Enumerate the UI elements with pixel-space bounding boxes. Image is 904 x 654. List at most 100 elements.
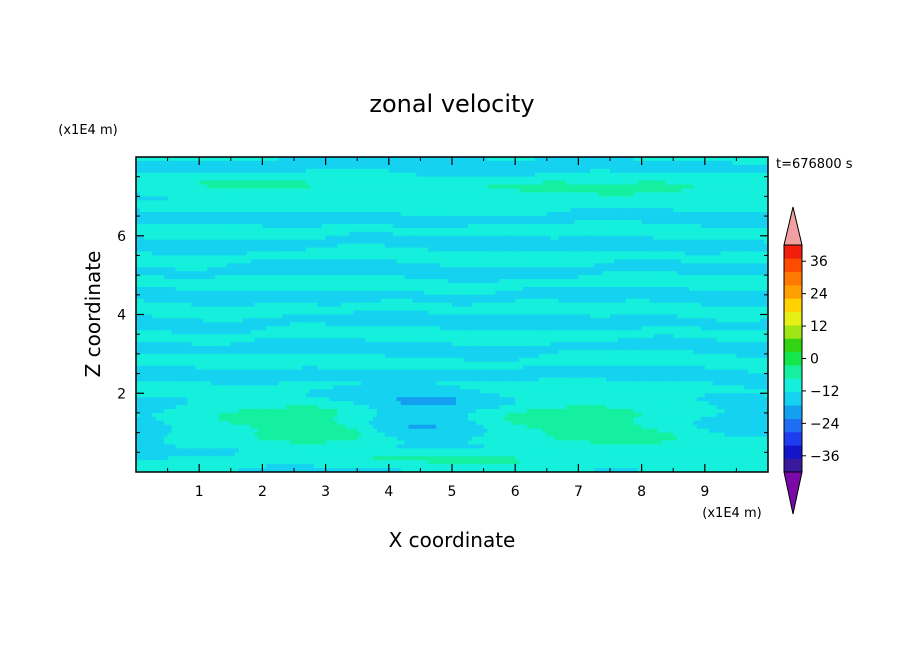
field-cell — [171, 259, 176, 264]
field-cell — [696, 172, 702, 178]
field-cell — [617, 160, 623, 166]
field-cell — [183, 220, 188, 225]
field-cell — [653, 259, 658, 264]
field-cell — [673, 216, 678, 221]
field-cell — [278, 160, 283, 166]
field-cell — [645, 208, 650, 213]
field-cell — [325, 227, 330, 233]
field-cell — [736, 267, 741, 272]
field-cell — [424, 184, 429, 189]
field-cell — [317, 164, 323, 170]
field-cell — [400, 223, 405, 229]
field-cell — [183, 223, 188, 229]
field-cell — [661, 247, 666, 252]
field-cell — [361, 200, 366, 205]
field-cell — [495, 216, 500, 221]
field-cell — [752, 200, 757, 205]
field-cell — [195, 239, 200, 245]
field-cell — [527, 231, 532, 237]
field-cell — [459, 275, 465, 280]
field-cell — [748, 212, 753, 217]
field-cell — [246, 168, 251, 174]
field-cell — [373, 255, 378, 260]
field-cell — [673, 227, 678, 233]
field-cell — [531, 172, 536, 178]
field-cell — [629, 192, 635, 197]
field-cell — [681, 243, 686, 248]
field-cell — [238, 279, 244, 284]
field-cell — [392, 204, 398, 209]
field-cell — [673, 180, 678, 185]
field-cell — [151, 279, 157, 284]
field-cell — [491, 271, 496, 276]
field-cell — [566, 157, 571, 162]
field-cell — [361, 239, 366, 245]
field-cell — [487, 180, 492, 185]
field-cell — [696, 216, 702, 221]
field-cell — [215, 271, 220, 276]
field-cell — [345, 216, 350, 221]
field-cell — [633, 275, 639, 280]
field-cell — [448, 196, 453, 201]
field-cell — [574, 239, 579, 245]
field-cell — [637, 231, 642, 237]
field-cell — [436, 184, 441, 189]
field-cell — [550, 184, 556, 189]
field-cell — [309, 160, 315, 166]
field-cell — [756, 251, 761, 256]
field-cell — [444, 227, 449, 233]
field-cell — [519, 184, 524, 189]
field-cell — [396, 223, 402, 229]
field-cell — [321, 208, 326, 213]
field-cell — [641, 220, 646, 225]
field-cell — [270, 216, 275, 221]
field-cell — [534, 267, 540, 272]
field-cell — [685, 251, 690, 256]
field-cell — [424, 168, 429, 174]
field-cell — [238, 172, 244, 178]
field-cell — [590, 223, 595, 229]
field-cell — [740, 196, 745, 201]
field-cell — [294, 188, 299, 193]
field-cell — [230, 180, 236, 185]
field-cell — [321, 255, 326, 260]
field-cell — [519, 271, 524, 276]
field-cell — [226, 275, 232, 280]
field-cell — [341, 212, 346, 217]
field-cell — [361, 192, 366, 197]
field-cell — [183, 259, 188, 264]
field-cell — [657, 204, 662, 209]
field-cell — [740, 267, 745, 272]
field-cell — [440, 164, 445, 170]
field-cell — [756, 208, 761, 213]
field-cell — [191, 164, 196, 170]
field-cell — [507, 239, 512, 245]
field-cell — [432, 164, 437, 170]
field-cell — [171, 243, 176, 248]
field-cell — [495, 263, 500, 268]
field-cell — [207, 192, 212, 197]
field-cell — [183, 239, 188, 245]
field-cell — [641, 271, 646, 276]
field-cell — [440, 263, 445, 268]
field-cell — [290, 247, 295, 252]
field-cell — [760, 212, 765, 217]
field-cell — [625, 196, 631, 201]
field-cell — [467, 255, 473, 260]
field-cell — [448, 168, 453, 174]
field-cell — [633, 192, 639, 197]
field-cell — [673, 223, 678, 229]
field-cell — [333, 223, 338, 229]
field-cell — [641, 196, 646, 201]
field-cell — [452, 172, 457, 178]
field-cell — [744, 208, 749, 213]
field-cell — [321, 212, 326, 217]
field-cell — [187, 188, 192, 193]
field-cell — [187, 255, 192, 260]
field-cell — [207, 227, 212, 233]
field-cell — [625, 204, 631, 209]
field-cell — [262, 176, 267, 182]
field-cell — [554, 157, 560, 162]
field-cell — [602, 243, 607, 248]
field-cell — [503, 196, 508, 201]
